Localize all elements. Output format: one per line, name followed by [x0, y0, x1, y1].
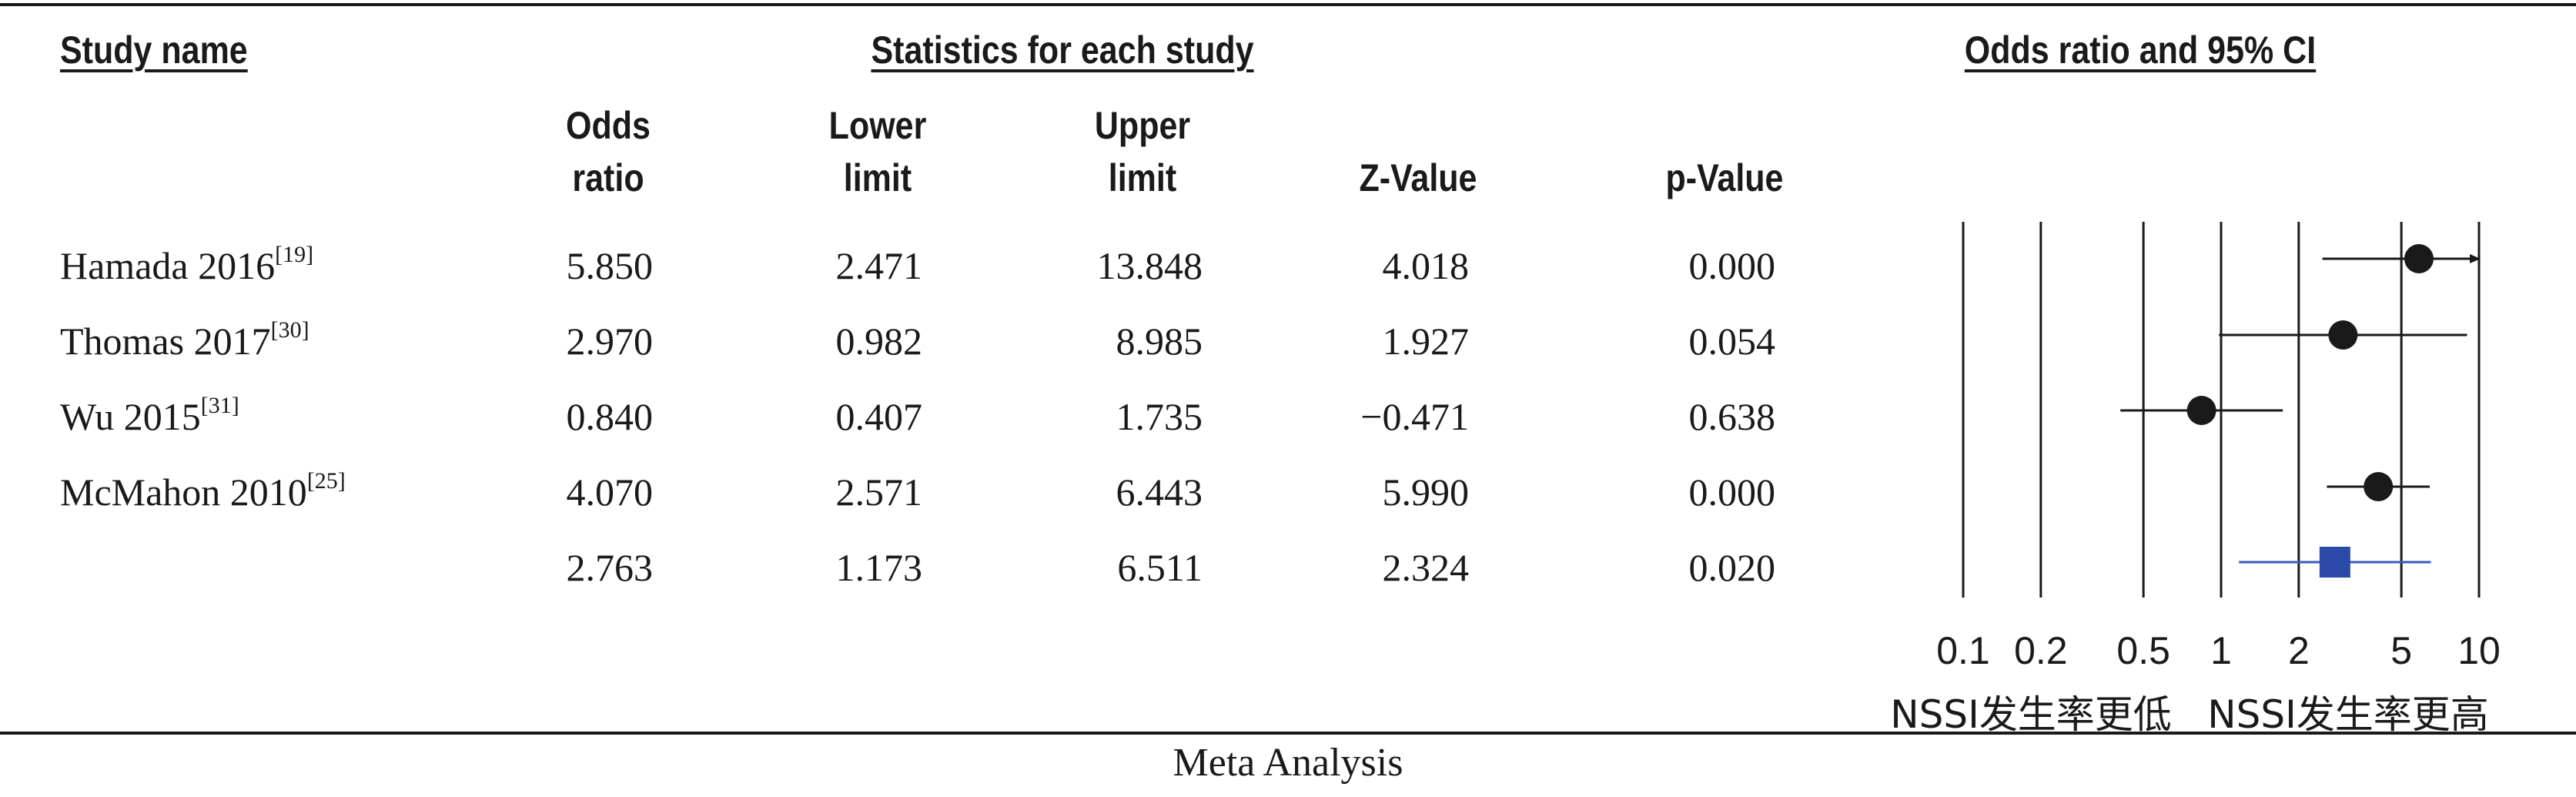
p-value-header: p-Value: [1665, 156, 1784, 199]
study-name-text: McMahon 2010: [60, 470, 307, 514]
reference-superscript: [25]: [306, 468, 346, 494]
reference-superscript: [19]: [275, 242, 314, 267]
top-rule: [0, 3, 2576, 6]
reference-superscript: [30]: [270, 317, 309, 343]
lower-limit-header-line2: limit: [843, 156, 912, 199]
odds-ratio-cell: 5.850: [566, 244, 654, 287]
x-tick-label: 2: [2288, 629, 2310, 672]
ci-header: Odds ratio and 95% CI: [1964, 28, 2317, 72]
study-name-header: Study name: [60, 28, 248, 72]
lower-limit-cell: 0.407: [835, 395, 923, 438]
study-marker: [2186, 396, 2216, 425]
odds-ratio-cell: 0.840: [566, 395, 654, 438]
study-marker: [2404, 244, 2434, 273]
upper-limit-cell: 1.735: [1116, 395, 1203, 438]
p-value-cell: 0.000: [1688, 470, 1776, 514]
right-direction-label: NSSI发生率更高: [2207, 692, 2489, 737]
x-tick-label: 0.5: [2116, 629, 2170, 672]
z-value-cell: 1.927: [1382, 320, 1470, 363]
upper-limit-header-line1: Upper: [1094, 104, 1191, 147]
lower-limit-cell: 0.982: [835, 320, 923, 363]
upper-limit-header-line2: limit: [1108, 156, 1177, 199]
odds-ratio-header-line1: Odds: [566, 104, 651, 147]
p-value-cell: 0.054: [1688, 320, 1776, 363]
z-value-cell: −0.471: [1360, 395, 1469, 438]
p-value-cell: 0.020: [1688, 546, 1776, 589]
summary-marker: [2319, 547, 2350, 578]
study-name-text: Thomas 2017: [60, 320, 271, 363]
figure-caption: Meta Analysis: [1173, 741, 1403, 785]
study-name-cell: Wu 2015[31]: [60, 394, 239, 438]
upper-limit-cell: 6.443: [1116, 470, 1203, 514]
lower-limit-cell: 2.571: [835, 470, 923, 514]
bottom-rule: [0, 732, 2576, 735]
study-marker: [2328, 320, 2358, 350]
odds-ratio-header-line2: ratio: [572, 156, 644, 199]
x-tick-label: 0.2: [2014, 629, 2068, 672]
study-name-cell: McMahon 2010[25]: [60, 470, 346, 514]
lower-limit-cell: 2.471: [835, 244, 923, 287]
study-marker: [2364, 472, 2394, 501]
z-value-cell: 5.990: [1382, 470, 1470, 514]
study-name-text: Wu 2015: [60, 395, 201, 438]
p-value-cell: 0.638: [1688, 395, 1776, 438]
odds-ratio-cell: 2.763: [566, 546, 654, 589]
reference-superscript: [31]: [200, 393, 239, 418]
z-value-cell: 2.324: [1382, 546, 1470, 589]
left-direction-label: NSSI发生率更低: [1890, 692, 2172, 737]
odds-ratio-cell: 4.070: [566, 470, 654, 514]
study-name-cell: Hamada 2016[19]: [60, 243, 313, 287]
study-name-text: Hamada 2016: [60, 244, 276, 287]
study-name-cell: Thomas 2017[30]: [60, 319, 309, 363]
upper-limit-cell: 13.848: [1096, 244, 1203, 287]
x-tick-label: 5: [2390, 629, 2412, 672]
p-value-cell: 0.000: [1688, 244, 1776, 287]
stats-header: Statistics for each study: [871, 28, 1254, 72]
x-tick-label: 0.1: [1936, 629, 1990, 672]
z-value-cell: 4.018: [1382, 244, 1470, 287]
odds-ratio-cell: 2.970: [566, 320, 654, 363]
z-value-header: Z-Value: [1359, 156, 1477, 199]
x-tick-label: 1: [2210, 629, 2232, 672]
lower-limit-cell: 1.173: [835, 546, 923, 589]
upper-limit-cell: 6.511: [1117, 546, 1203, 589]
lower-limit-header-line1: Lower: [828, 104, 927, 147]
x-tick-label: 10: [2457, 629, 2501, 672]
upper-limit-cell: 8.985: [1116, 320, 1203, 363]
